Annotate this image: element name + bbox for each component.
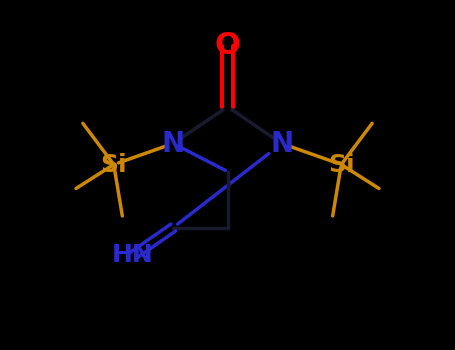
Text: N: N — [270, 130, 293, 158]
Text: Si: Si — [328, 153, 354, 176]
Text: O: O — [215, 31, 240, 60]
Text: Si: Si — [101, 153, 127, 176]
Text: HN: HN — [112, 244, 154, 267]
Text: N: N — [162, 130, 185, 158]
